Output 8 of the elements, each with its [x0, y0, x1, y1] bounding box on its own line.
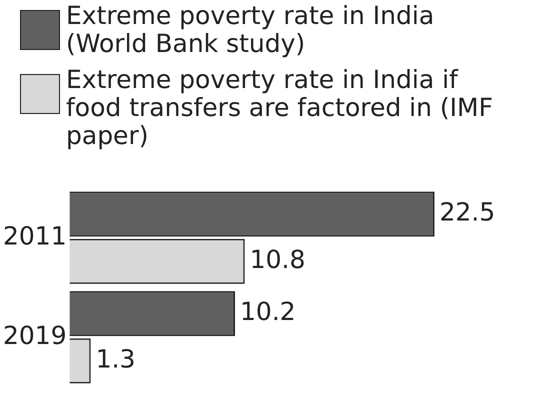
data-label: 1.3 — [96, 344, 136, 374]
data-label: 10.8 — [250, 244, 306, 274]
y-tick-label: 2011 — [3, 221, 67, 250]
data-label: 22.5 — [439, 198, 496, 227]
data-label: 10.2 — [240, 297, 296, 326]
legend-label: Extreme poverty rate in India (World Bank study) — [66, 1, 436, 58]
y-tick-label: 2019 — [3, 320, 67, 350]
legend-label: Extreme poverty rate in India if food transfers are factored in (IMF paper) — [66, 65, 494, 150]
